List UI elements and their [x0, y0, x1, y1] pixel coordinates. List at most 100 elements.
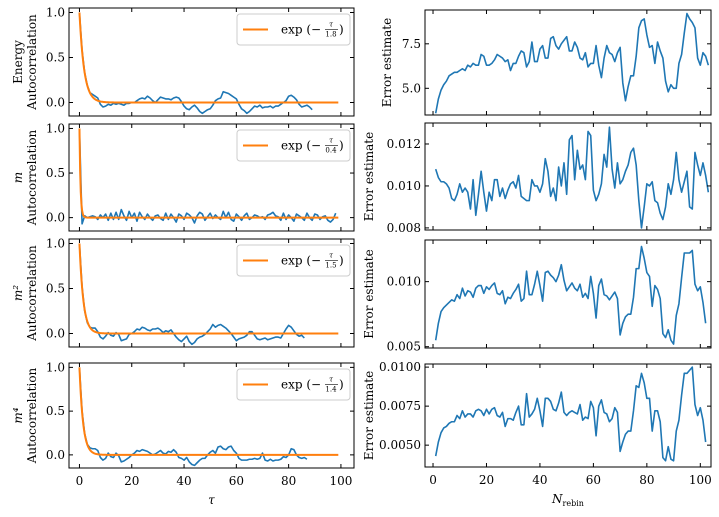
x-tick-label: 20: [479, 473, 494, 487]
x-tick-label: 20: [124, 474, 139, 488]
plot-area: [78, 243, 339, 346]
axes-frame: [68, 362, 355, 469]
legend-frac-numerator: τ: [329, 21, 333, 29]
y-tick-label: 0.010: [387, 179, 421, 193]
y-axis-label: Autocorrelation: [25, 14, 39, 111]
plot-area: [78, 367, 339, 467]
x-axis-label: τ: [208, 493, 215, 507]
legend-frac-denominator: 1.8: [325, 31, 336, 39]
legend: exp (− τ 1.5): [236, 244, 351, 277]
x-tick-label: 100: [329, 474, 352, 488]
x-tick-label: 100: [689, 473, 712, 487]
fit-line: [78, 12, 339, 104]
subplot-m2-autocorr: 0.0 0.5 1.0 m² Autocorrelation exp (− τ 1.5): [11, 237, 355, 348]
legend: exp (− τ 0.4): [236, 129, 351, 162]
legend: exp (− τ 1.4): [236, 368, 351, 401]
legend-box: [236, 13, 351, 46]
legend-label-close: ): [339, 378, 344, 392]
y-tick-label: 0.0: [46, 327, 65, 341]
x-tick-label: 80: [639, 473, 654, 487]
data-line: [434, 12, 710, 114]
y-tick-label: 0.0050: [379, 438, 421, 452]
y-tick-label: 0.008: [387, 221, 421, 235]
y-axis-label: Autocorrelation: [25, 129, 39, 226]
plot-area: [434, 126, 710, 229]
y-tick-label: 0.012: [387, 137, 421, 151]
y-tick-label: 7.5: [402, 37, 421, 51]
y-tick-label: 0.010: [387, 275, 421, 289]
legend-frac-denominator: 1.5: [325, 262, 336, 270]
legend-frac-numerator: τ: [329, 137, 333, 145]
legend-box: [236, 129, 351, 162]
legend-label-prefix: exp (−: [281, 378, 321, 392]
subplot-m-error: 0.008 0.010 0.012 Error estimate: [362, 122, 712, 235]
legend-frac-denominator: 1.4: [325, 386, 337, 394]
legend-label-close: ): [339, 23, 344, 37]
fit-line: [78, 367, 339, 456]
y-tick-label: 0.0: [46, 211, 65, 225]
subplot-m-autocorr: 0.0 0.5 1.0 m Autocorrelation exp (− τ 0.4): [11, 121, 355, 232]
y-tick-label: 0.5: [46, 51, 65, 65]
y-axis-label: Error estimate: [362, 249, 376, 338]
y-axis-label-quantity: Energy: [11, 40, 25, 84]
subplot-energy-error: 5.0 7.5 Error estimate: [380, 9, 712, 116]
plot-area: [78, 128, 339, 225]
y-tick-label: 1.0: [46, 360, 65, 374]
legend-box: [236, 368, 351, 401]
y-axis-label-quantity: m: [11, 172, 25, 183]
y-tick-label: 5.0: [402, 81, 421, 95]
data-line: [78, 12, 313, 115]
legend-frac-numerator: τ: [329, 376, 333, 384]
x-tick-label: 60: [586, 473, 601, 487]
y-tick-label: 0.5: [46, 166, 65, 180]
y-axis-label: Error estimate: [362, 371, 376, 460]
data-line: [434, 245, 707, 345]
y-tick-label: 0.005: [387, 340, 421, 354]
plot-area: [434, 366, 707, 462]
axes-frame: [424, 122, 712, 231]
axes-frame: [424, 363, 712, 468]
fit-line: [78, 243, 339, 335]
y-tick-label: 0.5: [46, 282, 65, 296]
fit-line: [78, 128, 339, 219]
y-axis-label: Error estimate: [380, 18, 394, 107]
y-tick-label: 1.0: [46, 237, 65, 251]
y-tick-label: 0.0: [46, 96, 65, 110]
y-tick-label: 1.0: [46, 6, 65, 20]
x-tick-label: 0: [76, 474, 84, 488]
x-axis-label: Nrebin: [551, 492, 584, 508]
y-tick-label: 0.0075: [379, 399, 421, 413]
legend-box: [236, 244, 351, 277]
y-axis-label: Autocorrelation: [25, 367, 39, 464]
legend-label-prefix: exp (−: [281, 254, 321, 268]
legend-frac-denominator: 0.4: [325, 147, 337, 155]
legend-label-close: ): [339, 139, 344, 153]
x-tick-label: 0: [429, 473, 437, 487]
axes-frame: [68, 123, 355, 232]
axes-frame: [424, 9, 712, 116]
legend: exp (− τ 1.8): [236, 13, 351, 46]
x-tick-label: 40: [532, 473, 547, 487]
y-tick-label: 1.0: [46, 121, 65, 135]
legend-frac-numerator: τ: [329, 252, 333, 260]
legend-label-prefix: exp (−: [281, 23, 321, 37]
y-tick-label: 0.5: [46, 404, 65, 418]
axes-frame: [68, 7, 355, 117]
data-line: [434, 126, 710, 229]
plot-area: [78, 12, 339, 115]
subplot-m2-error: 0.005 0.010 Error estimate: [362, 239, 712, 354]
y-axis-label: Error estimate: [362, 132, 376, 221]
y-axis-label-quantity: m⁴: [11, 407, 25, 423]
y-axis-label: Autocorrelation: [25, 245, 39, 342]
y-tick-label: 0.0100: [379, 360, 421, 374]
axes-frame: [424, 239, 712, 349]
axes-frame: [68, 238, 355, 348]
y-tick-label: 0.0: [46, 448, 65, 462]
legend-label-close: ): [339, 254, 344, 268]
y-axis-label-quantity: m²: [11, 285, 25, 301]
legend-label-prefix: exp (−: [281, 139, 321, 153]
